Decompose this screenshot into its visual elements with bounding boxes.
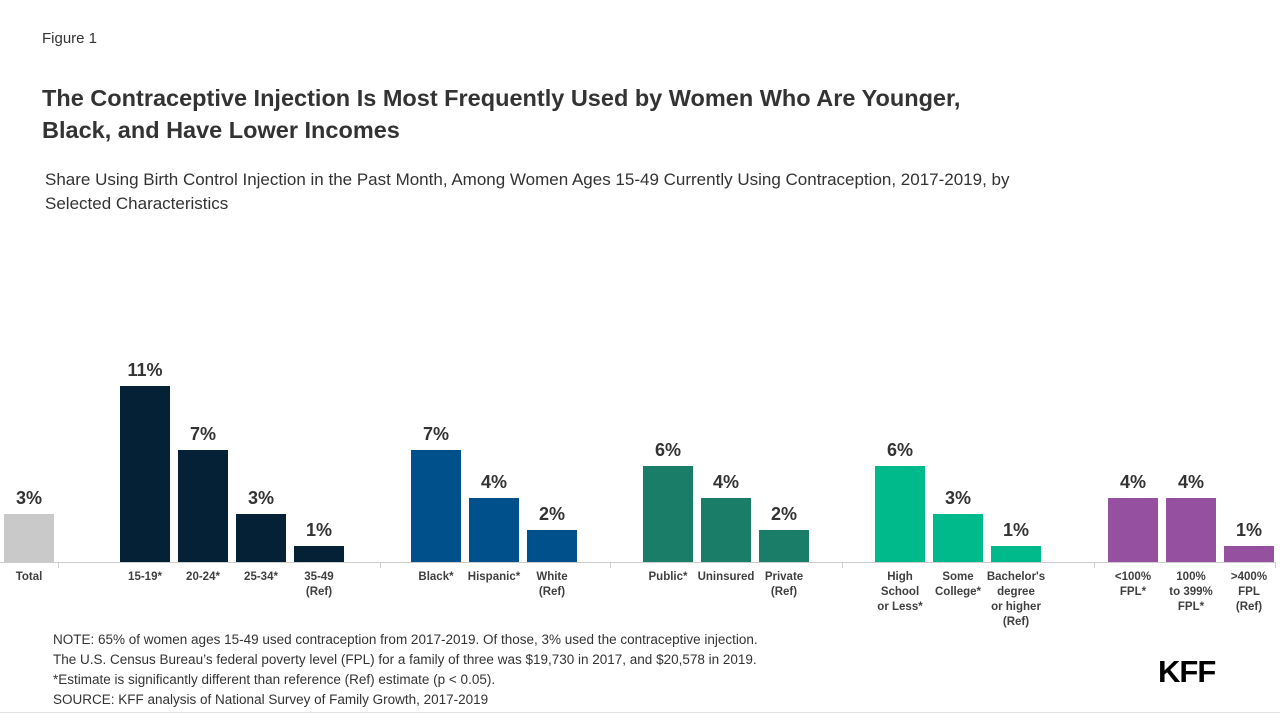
bar-private-ref bbox=[759, 530, 809, 562]
bar-category-label-public: Public* bbox=[648, 571, 688, 583]
bar-category-label-25-34: 25-34* bbox=[244, 571, 278, 583]
note-line: *Estimate is significantly different tha… bbox=[53, 672, 496, 687]
bar-category-label-bachelor-s-degree-or-higher-ref: Bachelor's degree or higher (Ref) bbox=[986, 571, 1046, 628]
bar-category-label-some-college: Some College* bbox=[934, 571, 982, 598]
bar-value-label-25-34: 3% bbox=[247, 488, 275, 508]
bar-value-label-100-fpl: 4% bbox=[1119, 472, 1147, 492]
bar-25-34 bbox=[236, 514, 286, 562]
bar-public bbox=[643, 466, 693, 562]
note-line: NOTE: 65% of women ages 15-49 used contr… bbox=[53, 632, 758, 647]
bar-value-label-private-ref: 2% bbox=[770, 504, 798, 524]
chart-notes: NOTE: 65% of women ages 15-49 used contr… bbox=[53, 630, 758, 710]
bar-value-label-400-fpl-ref: 1% bbox=[1235, 520, 1263, 540]
bar-some-college bbox=[933, 514, 983, 562]
bar-hispanic bbox=[469, 498, 519, 562]
figure-label: Figure 1 bbox=[42, 30, 98, 47]
axis-tick bbox=[842, 562, 843, 568]
x-axis-baseline bbox=[0, 562, 1276, 563]
chart-subtitle: Share Using Birth Control Injection in t… bbox=[45, 168, 1195, 216]
bar-category-label-high-school-or-less: High School or Less* bbox=[877, 571, 923, 613]
bar-value-label-bachelor-s-degree-or-higher-ref: 1% bbox=[1002, 520, 1030, 540]
bar-value-label-public: 6% bbox=[654, 440, 682, 460]
bar-value-label-100-to-399-fpl: 4% bbox=[1177, 472, 1205, 492]
bar-category-label-black: Black* bbox=[418, 571, 454, 583]
bar-black bbox=[411, 450, 461, 562]
kff-logo: KFF bbox=[1158, 654, 1216, 689]
chart-title-line-1: The Contraceptive Injection Is Most Freq… bbox=[42, 85, 961, 111]
bar-value-label-high-school-or-less: 6% bbox=[886, 440, 914, 460]
axis-tick bbox=[1094, 562, 1095, 568]
bar-category-label-white-ref: White (Ref) bbox=[536, 571, 568, 598]
bar-400-fpl-ref bbox=[1224, 546, 1274, 562]
source-line: SOURCE: KFF analysis of National Survey … bbox=[53, 692, 489, 707]
bar-35-49-ref bbox=[294, 546, 344, 562]
bar-category-label-400-fpl-ref: >400% FPL (Ref) bbox=[1230, 571, 1268, 613]
bar-value-label-20-24: 7% bbox=[189, 424, 217, 444]
bar-100-to-399-fpl bbox=[1166, 498, 1216, 562]
chart-title: The Contraceptive Injection Is Most Freq… bbox=[42, 82, 1202, 146]
bar-uninsured bbox=[701, 498, 751, 562]
chart-subtitle-line-1: Share Using Birth Control Injection in t… bbox=[45, 170, 1010, 189]
bar-20-24 bbox=[178, 450, 228, 562]
bar-category-label-35-49-ref: 35-49 (Ref) bbox=[304, 571, 334, 598]
bar-category-label-15-19: 15-19* bbox=[128, 571, 162, 583]
bar-15-19 bbox=[120, 386, 170, 562]
bar-value-label-35-49-ref: 1% bbox=[305, 520, 333, 540]
bar-value-label-total: 3% bbox=[15, 488, 43, 508]
bar-value-label-some-college: 3% bbox=[944, 488, 972, 508]
bar-value-label-hispanic: 4% bbox=[480, 472, 508, 492]
axis-tick bbox=[380, 562, 381, 568]
bar-category-label-uninsured: Uninsured bbox=[697, 571, 755, 583]
bar-value-label-white-ref: 2% bbox=[538, 504, 566, 524]
note-line: The U.S. Census Bureau’s federal poverty… bbox=[53, 652, 757, 667]
chart-subtitle-line-2: Selected Characteristics bbox=[45, 194, 229, 213]
bar-bachelor-s-degree-or-higher-ref bbox=[991, 546, 1041, 562]
axis-tick bbox=[1275, 562, 1276, 568]
axis-tick bbox=[58, 562, 59, 568]
chart-title-line-2: Black, and Have Lower Incomes bbox=[42, 117, 400, 143]
bar-category-label-100-fpl: <100% FPL* bbox=[1114, 571, 1152, 598]
bar-value-label-black: 7% bbox=[422, 424, 450, 444]
bar-category-label-total: Total bbox=[15, 571, 43, 583]
bar-category-label-hispanic: Hispanic* bbox=[467, 571, 521, 583]
bar-100-fpl bbox=[1108, 498, 1158, 562]
axis-tick bbox=[610, 562, 611, 568]
bar-category-label-20-24: 20-24* bbox=[186, 571, 220, 583]
bar-total bbox=[4, 514, 54, 562]
bar-white-ref bbox=[527, 530, 577, 562]
bar-value-label-15-19: 11% bbox=[127, 360, 163, 380]
bar-category-label-100-to-399-fpl: 100% to 399% FPL* bbox=[1169, 571, 1213, 613]
bar-high-school-or-less bbox=[875, 466, 925, 562]
bar-value-label-uninsured: 4% bbox=[712, 472, 740, 492]
bar-category-label-private-ref: Private (Ref) bbox=[764, 571, 804, 598]
bottom-rule bbox=[0, 712, 1280, 713]
